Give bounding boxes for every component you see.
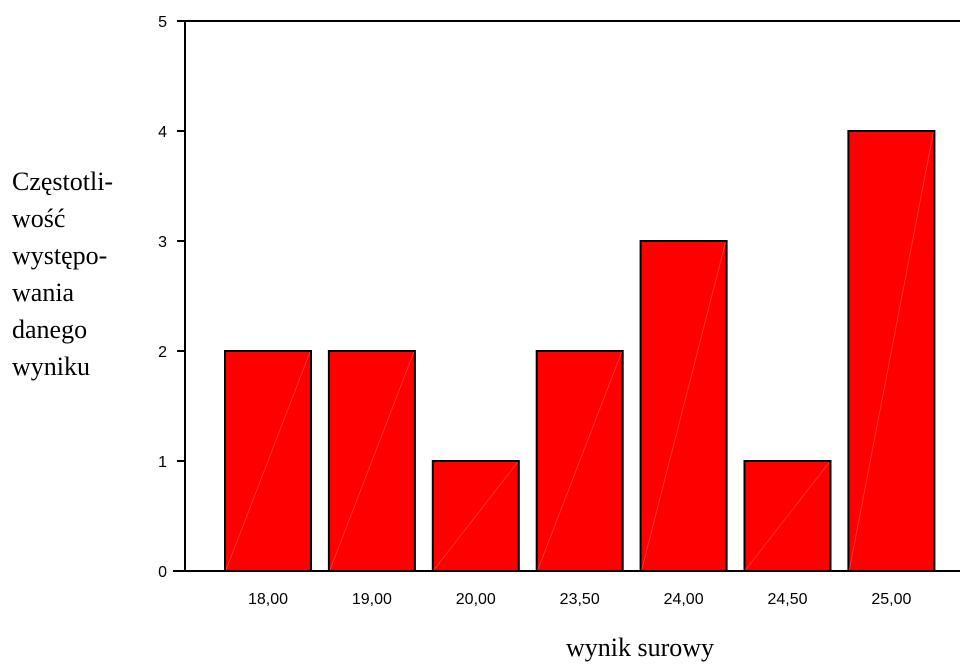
y-tick-label: 4 bbox=[158, 124, 167, 141]
y-tick-label: 0 bbox=[158, 564, 167, 581]
x-tick-label: 19,00 bbox=[352, 591, 392, 608]
x-tick-label: 20,00 bbox=[456, 591, 496, 608]
bar-diagonal bbox=[433, 461, 519, 571]
bar-diagonal bbox=[849, 131, 934, 571]
bar bbox=[639, 240, 728, 572]
bar bbox=[431, 460, 520, 572]
x-tick-label: 25,00 bbox=[871, 591, 911, 608]
bar-diagonal bbox=[225, 351, 311, 571]
bars-group bbox=[224, 130, 936, 572]
y-axis-ticks: 0 1 2 3 4 5 bbox=[158, 14, 185, 581]
bar bbox=[224, 350, 312, 572]
bar-diagonal bbox=[745, 461, 830, 571]
x-tick-label: 23,50 bbox=[560, 591, 600, 608]
x-tick-label: 24,00 bbox=[664, 591, 704, 608]
bar bbox=[847, 130, 936, 572]
bar bbox=[327, 350, 416, 572]
bar-diagonal bbox=[537, 351, 623, 571]
x-tick-label: 24,50 bbox=[767, 591, 807, 608]
x-axis-label: wynik surowy bbox=[566, 633, 715, 662]
x-tick-label: 18,00 bbox=[248, 591, 288, 608]
x-axis-ticks: 18,00 19,00 20,00 23,50 24,00 24,50 25,00 bbox=[248, 591, 912, 608]
y-axis-label-line: Częstotli- bbox=[12, 167, 114, 196]
y-tick-label: 2 bbox=[158, 344, 167, 361]
bar-diagonal bbox=[329, 351, 415, 571]
y-tick-label: 3 bbox=[158, 234, 167, 251]
y-axis-label-line: wyniku bbox=[12, 352, 90, 381]
y-axis-label: Częstotli- wość występo- wania danego wy… bbox=[12, 163, 152, 385]
bar bbox=[535, 350, 624, 572]
y-axis-label-line: danego bbox=[12, 315, 88, 344]
y-tick-label: 5 bbox=[158, 14, 167, 31]
bar-diagonal bbox=[641, 241, 726, 571]
y-axis-label-line: występo- bbox=[12, 241, 108, 270]
y-axis-label-line: wania bbox=[12, 278, 75, 307]
bar bbox=[743, 460, 832, 572]
y-tick-label: 1 bbox=[158, 454, 167, 471]
y-axis-label-line: wość bbox=[12, 204, 66, 233]
